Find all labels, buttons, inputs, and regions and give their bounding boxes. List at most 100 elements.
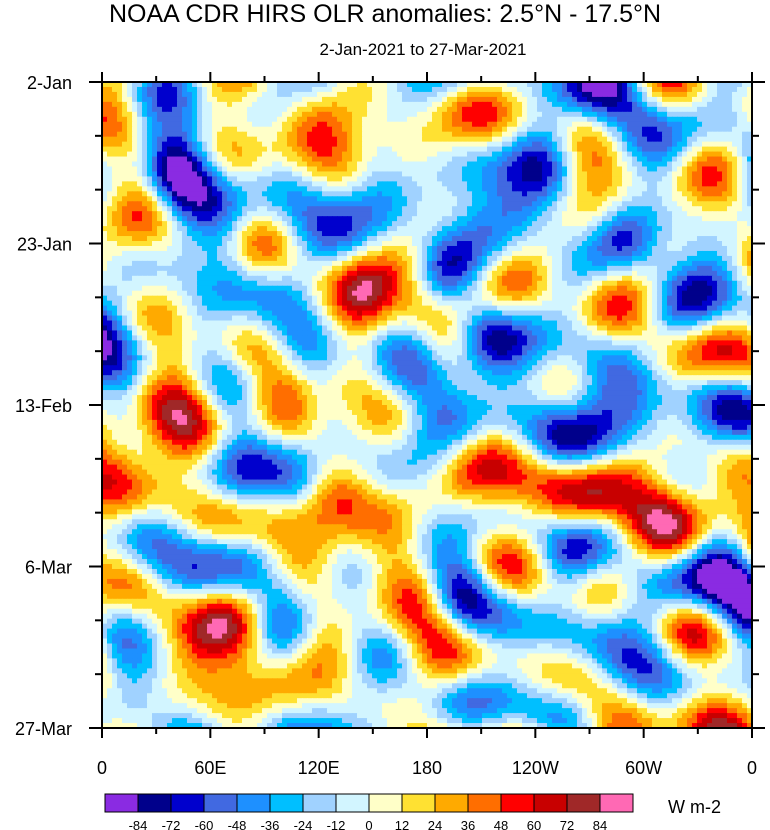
field-cell	[402, 131, 408, 138]
field-cell	[667, 126, 673, 133]
field-cell	[322, 236, 328, 242]
field-cell	[227, 86, 233, 93]
field-cell	[357, 166, 363, 173]
field-cell	[227, 211, 233, 217]
field-cell	[407, 146, 413, 153]
field-cell	[152, 186, 158, 192]
field-cell	[717, 236, 723, 242]
field-cell	[687, 196, 693, 202]
field-cell	[652, 111, 658, 118]
field-cell	[482, 126, 488, 133]
field-cell	[152, 101, 158, 108]
field-cell	[352, 136, 358, 143]
field-cell	[447, 255, 453, 262]
field-cell	[627, 86, 633, 93]
field-cell	[107, 216, 113, 222]
field-cell	[622, 226, 628, 232]
field-cell	[607, 161, 613, 168]
field-cell	[182, 101, 188, 108]
field-cell	[642, 196, 648, 202]
field-cell	[617, 231, 623, 237]
field-cell	[322, 146, 328, 153]
field-cell	[732, 245, 738, 252]
field-cell	[397, 116, 403, 123]
field-cell	[217, 171, 223, 178]
field-cell	[282, 91, 288, 98]
field-cell	[172, 101, 178, 108]
field-cell	[672, 126, 678, 133]
field-cell	[477, 260, 483, 267]
field-cell	[157, 126, 163, 133]
field-cell	[637, 191, 643, 197]
field-cell	[327, 141, 333, 148]
field-cell	[242, 106, 248, 113]
field-cell	[132, 131, 138, 138]
field-cell	[417, 236, 423, 242]
field-cell	[487, 176, 493, 182]
field-cell	[482, 136, 488, 143]
field-cell	[477, 136, 483, 143]
field-cell	[467, 265, 473, 272]
field-cell	[492, 241, 498, 247]
field-cell	[742, 131, 748, 138]
field-cell	[337, 146, 343, 153]
field-cell	[147, 82, 153, 88]
field-cell	[392, 186, 398, 192]
field-cell	[732, 196, 738, 202]
field-cell	[647, 101, 653, 108]
field-cell	[677, 186, 683, 192]
field-cell	[607, 86, 613, 93]
field-cell	[207, 106, 213, 113]
field-cell	[632, 131, 638, 138]
field-cell	[162, 181, 168, 187]
field-cell	[247, 176, 253, 182]
field-cell	[547, 131, 553, 138]
field-cell	[337, 255, 343, 262]
field-cell	[582, 96, 588, 103]
field-cell	[727, 250, 733, 257]
field-cell	[552, 255, 558, 262]
field-cell	[102, 171, 108, 178]
field-cell	[407, 171, 413, 178]
field-cell	[682, 106, 688, 113]
field-cell	[667, 191, 673, 197]
field-cell	[662, 241, 668, 247]
field-cell	[497, 141, 503, 148]
field-cell	[227, 91, 233, 98]
field-cell	[437, 260, 443, 267]
field-cell	[417, 166, 423, 173]
field-cell	[617, 156, 623, 163]
field-cell	[127, 96, 133, 103]
field-cell	[662, 236, 668, 242]
field-cell	[552, 265, 558, 272]
field-cell	[302, 121, 308, 128]
field-cell	[292, 96, 298, 103]
field-cell	[392, 116, 398, 123]
field-cell	[187, 171, 193, 178]
field-cell	[282, 106, 288, 113]
field-cell	[212, 126, 218, 133]
field-cell	[737, 201, 743, 207]
field-cell	[407, 86, 413, 93]
field-cell	[707, 231, 713, 237]
field-cell	[222, 131, 228, 138]
field-cell	[262, 241, 268, 247]
field-cell	[507, 241, 513, 247]
field-cell	[237, 226, 243, 232]
field-cell	[102, 206, 108, 212]
field-cell	[247, 121, 253, 128]
field-cell	[717, 191, 723, 197]
field-cell	[132, 226, 138, 232]
field-cell	[742, 101, 748, 108]
field-cell	[532, 260, 538, 267]
field-cell	[597, 101, 603, 108]
field-cell	[637, 121, 643, 128]
field-cell	[747, 265, 752, 272]
field-cell	[222, 151, 228, 158]
field-cell	[527, 171, 533, 178]
field-cell	[497, 151, 503, 158]
field-cell	[157, 131, 163, 138]
field-cell	[272, 121, 278, 128]
field-cell	[572, 106, 578, 113]
field-cell	[127, 181, 133, 187]
